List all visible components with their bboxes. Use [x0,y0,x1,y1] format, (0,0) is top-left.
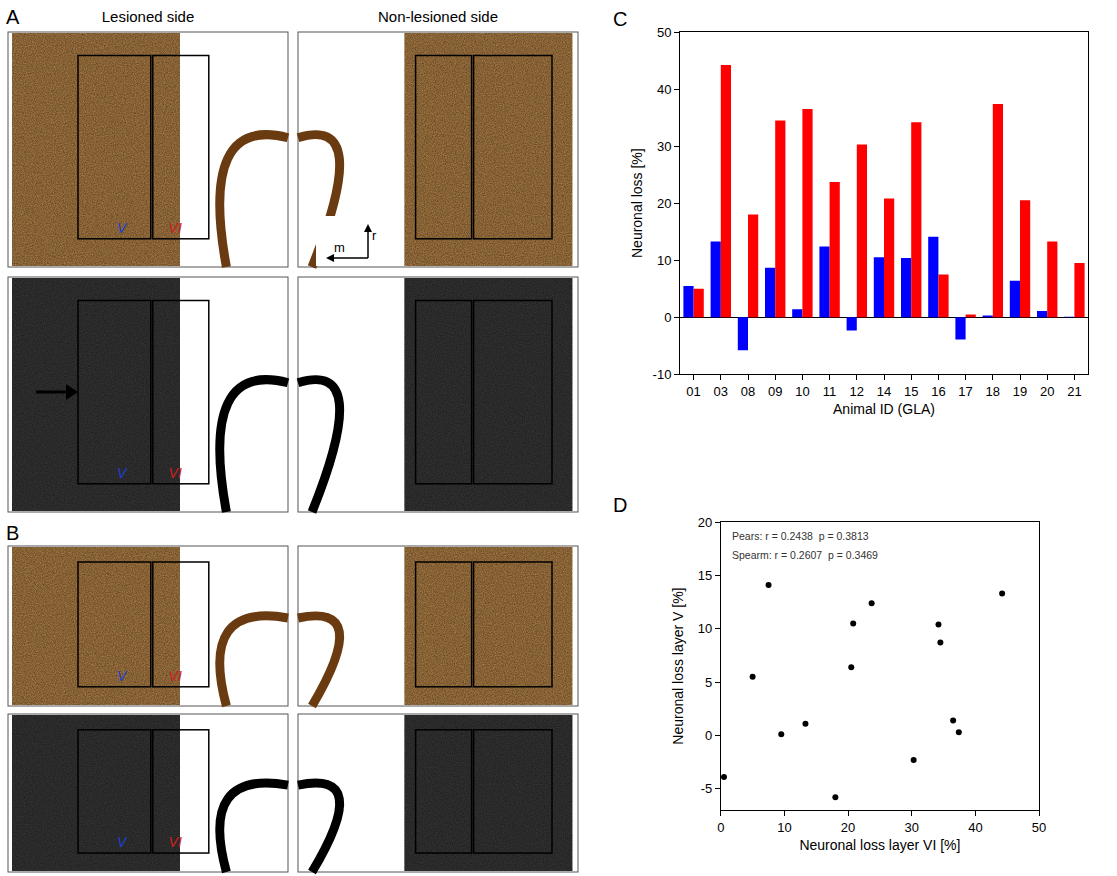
svg-text:18: 18 [986,384,1000,399]
svg-text:Neuronal loss [%]: Neuronal loss [%] [629,148,645,258]
svg-text:30: 30 [657,139,671,154]
svg-text:15: 15 [904,384,918,399]
svg-text:Neuronal loss layer V [%]: Neuronal loss layer V [%] [670,587,686,744]
svg-text:Spearm: r = 0.2607 p = 0.3469: Spearm: r = 0.2607 p = 0.3469 [732,549,878,561]
svg-text:Pears: r = 0.2438 p = 0.3813: Pears: r = 0.2438 p = 0.3813 [732,530,869,542]
svg-text:08: 08 [741,384,755,399]
svg-text:0: 0 [664,310,671,325]
svg-text:20: 20 [657,196,671,211]
svg-text:12: 12 [850,384,864,399]
svg-text:V: V [117,220,128,236]
svg-text:50: 50 [1032,820,1046,835]
svg-text:B: B [6,522,19,544]
svg-text:V: V [117,668,128,684]
svg-text:30: 30 [905,820,919,835]
svg-text:VI: VI [169,834,182,850]
svg-text:40: 40 [657,82,671,97]
svg-text:21: 21 [1067,384,1081,399]
svg-text:10: 10 [698,621,712,636]
svg-text:V: V [117,834,128,850]
svg-text:m: m [334,240,345,255]
svg-text:5: 5 [705,675,712,690]
svg-text:20: 20 [1040,384,1054,399]
svg-text:10: 10 [795,384,809,399]
svg-text:10: 10 [657,253,671,268]
svg-text:-10: -10 [653,367,672,382]
svg-text:14: 14 [877,384,891,399]
svg-text:03: 03 [714,384,728,399]
svg-text:Lesioned side: Lesioned side [102,8,195,25]
svg-text:40: 40 [968,820,982,835]
svg-text:r: r [372,228,377,243]
svg-text:19: 19 [1013,384,1027,399]
svg-text:16: 16 [931,384,945,399]
svg-text:Animal ID (GLA): Animal ID (GLA) [833,401,935,417]
svg-text:VI: VI [169,220,182,236]
svg-text:11: 11 [823,384,837,399]
svg-text:50: 50 [657,25,671,40]
svg-text:20: 20 [698,515,712,530]
svg-text:VI: VI [169,668,182,684]
svg-text:01: 01 [686,384,700,399]
svg-text:D: D [613,494,627,516]
svg-text:17: 17 [958,384,972,399]
svg-text:0: 0 [705,728,712,743]
svg-text:Non-lesioned side: Non-lesioned side [378,8,498,25]
svg-text:V: V [117,465,128,481]
svg-text:0: 0 [717,820,724,835]
svg-text:15: 15 [698,568,712,583]
svg-text:10: 10 [777,820,791,835]
svg-text:09: 09 [768,384,782,399]
svg-text:-5: -5 [701,781,713,796]
svg-text:Neuronal loss layer VI [%]: Neuronal loss layer VI [%] [799,837,960,853]
svg-text:20: 20 [841,820,855,835]
svg-text:VI: VI [169,465,182,481]
svg-text:C: C [613,8,627,30]
svg-text:A: A [6,6,20,28]
